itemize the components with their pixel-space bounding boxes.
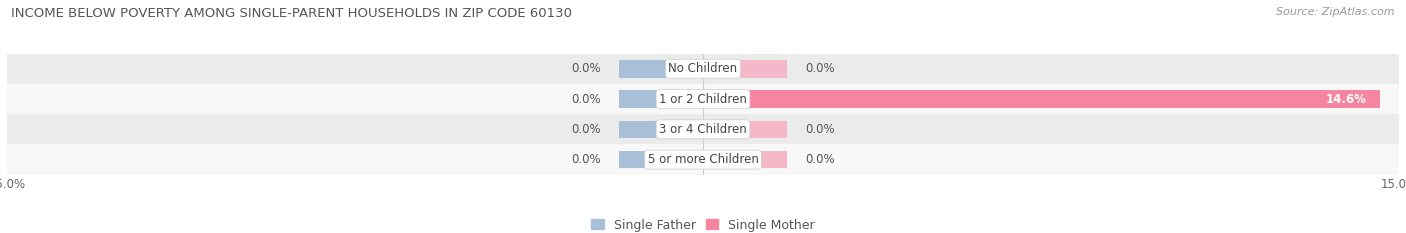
Text: 5 or more Children: 5 or more Children	[648, 153, 758, 166]
Legend: Single Father, Single Mother: Single Father, Single Mother	[591, 219, 815, 232]
Text: 0.0%: 0.0%	[806, 153, 835, 166]
Text: 0.0%: 0.0%	[571, 123, 600, 136]
Bar	[7, 144, 1399, 175]
Text: 0.0%: 0.0%	[806, 62, 835, 75]
Text: 0.0%: 0.0%	[571, 93, 600, 106]
Bar	[7, 84, 1399, 114]
Bar	[7, 54, 1399, 84]
Text: No Children: No Children	[668, 62, 738, 75]
Bar	[703, 90, 1381, 108]
Bar	[703, 120, 786, 138]
Bar	[7, 114, 1399, 144]
Text: INCOME BELOW POVERTY AMONG SINGLE-PARENT HOUSEHOLDS IN ZIP CODE 60130: INCOME BELOW POVERTY AMONG SINGLE-PARENT…	[11, 7, 572, 20]
Text: 14.6%: 14.6%	[1326, 93, 1367, 106]
Bar	[620, 60, 703, 78]
Bar	[620, 90, 703, 108]
Bar	[620, 151, 703, 168]
Text: 1 or 2 Children: 1 or 2 Children	[659, 93, 747, 106]
Text: 3 or 4 Children: 3 or 4 Children	[659, 123, 747, 136]
Text: 0.0%: 0.0%	[571, 153, 600, 166]
Bar	[620, 120, 703, 138]
Bar	[703, 60, 786, 78]
Text: 0.0%: 0.0%	[806, 123, 835, 136]
Text: Source: ZipAtlas.com: Source: ZipAtlas.com	[1277, 7, 1395, 17]
Text: 0.0%: 0.0%	[571, 62, 600, 75]
Bar	[703, 151, 786, 168]
